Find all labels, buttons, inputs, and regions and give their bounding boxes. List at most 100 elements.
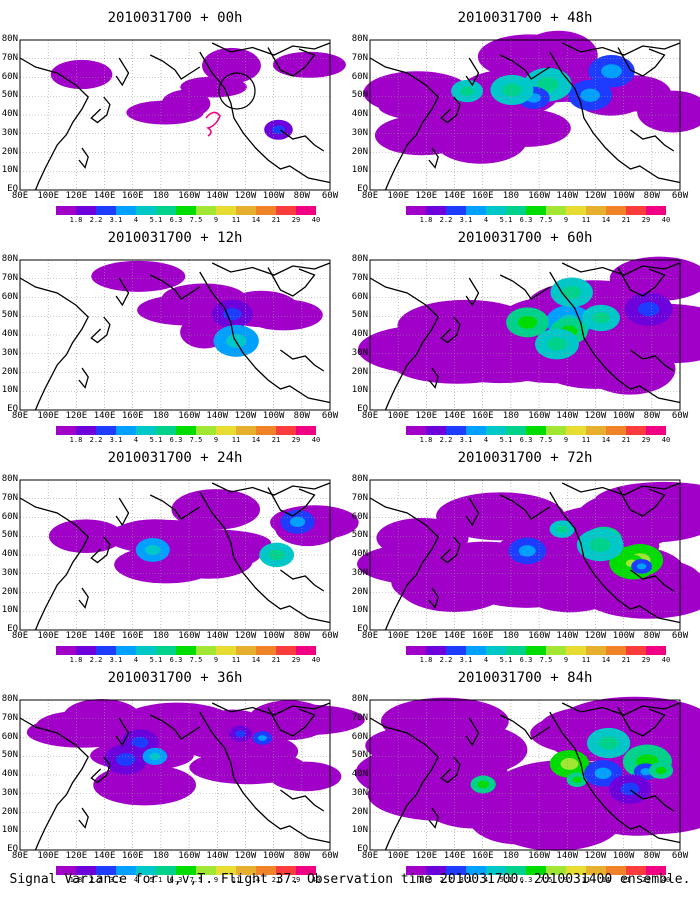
lon-label: 100E [37, 191, 60, 201]
lat-label: 30N [1, 787, 18, 798]
coastline [267, 487, 316, 517]
lon-label: 140E [443, 411, 466, 421]
lon-label: 120E [415, 191, 438, 201]
colorbar-label: 2.2 [89, 216, 103, 224]
panel-title: 2010031700 + 84h [457, 670, 593, 686]
lat-label: 50N [351, 530, 368, 541]
colorbar-swatch [586, 866, 606, 875]
colorbar-swatch [646, 206, 666, 215]
lon-label: 120E [65, 631, 88, 641]
colorbar-label: 9 [563, 436, 569, 444]
lat-label: 10N [351, 385, 368, 396]
colorbar-swatch [216, 646, 236, 655]
colorbar-label: 1.8 [69, 436, 83, 444]
lat-label: 80N [1, 474, 18, 484]
coastline [440, 96, 461, 124]
variance-contour [477, 780, 489, 789]
colorbar-label: 11 [231, 656, 241, 664]
lat-label: 10N [1, 385, 18, 396]
colorbar-swatch [526, 206, 546, 215]
variance-contour [272, 51, 346, 78]
colorbar-swatch [156, 426, 176, 435]
colorbar-label: 40 [661, 436, 671, 444]
panel-title: 2010031700 + 48h [457, 10, 593, 26]
colorbar-label: 29 [641, 876, 651, 884]
colorbar-label: 7.5 [189, 436, 203, 444]
colorbar-swatch [96, 426, 116, 435]
colorbar-swatch [486, 206, 506, 215]
coastline [369, 497, 439, 631]
colorbar-label: 14 [601, 876, 611, 884]
colorbar-swatch [256, 206, 276, 215]
variance-contour [161, 89, 211, 118]
colorbar-label: 3.1 [459, 876, 473, 884]
map-panel-1 [19, 39, 346, 191]
colorbar-label: 7.5 [189, 876, 203, 884]
colorbar-label: 2.2 [439, 656, 453, 664]
variance-contour [637, 302, 660, 317]
coastline [630, 349, 675, 372]
lat-label: 20N [351, 806, 368, 817]
coastline [499, 494, 551, 520]
variance-contour [589, 537, 611, 552]
colorbar-label: 14 [251, 876, 261, 884]
variance-contour [358, 325, 496, 374]
map-frame [19, 39, 331, 191]
lon-label: 100W [612, 851, 635, 861]
variance-contour [272, 125, 285, 135]
lon-label: 80W [293, 851, 310, 861]
variance-contour [636, 563, 647, 570]
lat-label: 60N [1, 511, 18, 522]
lat-label: 60N [351, 511, 368, 522]
colorbar-label: 1.8 [419, 216, 433, 224]
coastline [78, 147, 89, 169]
colorbar-swatch [546, 206, 566, 215]
colorbar-swatch [626, 646, 646, 655]
colorbar-swatch [446, 426, 466, 435]
coastline [428, 587, 439, 609]
lon-label: 140E [93, 851, 116, 861]
lon-label: 100W [612, 411, 635, 421]
lon-label: 120W [234, 631, 257, 641]
lon-label: 160W [528, 631, 550, 641]
colorbar-label: 7.5 [189, 216, 203, 224]
colorbar-swatch [276, 206, 296, 215]
lon-label: 160W [178, 631, 200, 641]
colorbar-label: 9 [563, 876, 569, 884]
lat-label: 10N [351, 825, 368, 836]
coastline [630, 129, 675, 152]
coastline [149, 54, 201, 80]
lat-label: 10N [1, 605, 18, 616]
figure-caption: Signal Variance for u,v,T. Flight 37. Ob… [9, 872, 691, 887]
colorbar-label: 1.8 [419, 436, 433, 444]
lat-label: 70N [1, 492, 18, 503]
colorbar-swatch [466, 866, 486, 875]
lon-label: 160E [471, 191, 494, 201]
lon-label: 120E [415, 851, 438, 861]
lon-label: 80W [643, 851, 660, 861]
lon-label: 100E [387, 851, 410, 861]
colorbar-label: 6.3 [519, 656, 533, 664]
colorbar-swatch [646, 866, 666, 875]
lat-label: 50N [351, 750, 368, 761]
lat-label: 20N [351, 366, 368, 377]
coastline [617, 267, 666, 297]
lon-label: 140W [556, 191, 579, 201]
colorbar-swatch [56, 426, 76, 435]
lon-label: 60W [671, 191, 689, 201]
coastline [369, 717, 439, 851]
variance-contour [436, 492, 566, 541]
coastline [630, 789, 675, 812]
lon-label: 140E [93, 411, 116, 421]
panel-title: 2010031700 + 12h [107, 230, 243, 246]
lat-label: 20N [351, 146, 368, 157]
variance-contour [91, 260, 186, 292]
lon-label: 140E [443, 851, 466, 861]
colorbar-swatch [626, 866, 646, 875]
variance-contour [131, 736, 149, 749]
colorbar-swatch [426, 866, 446, 875]
colorbar-swatch [76, 866, 96, 875]
lon-label: 140W [206, 191, 229, 201]
lat-label: 10N [351, 605, 368, 616]
map-panel-5 [363, 30, 700, 191]
